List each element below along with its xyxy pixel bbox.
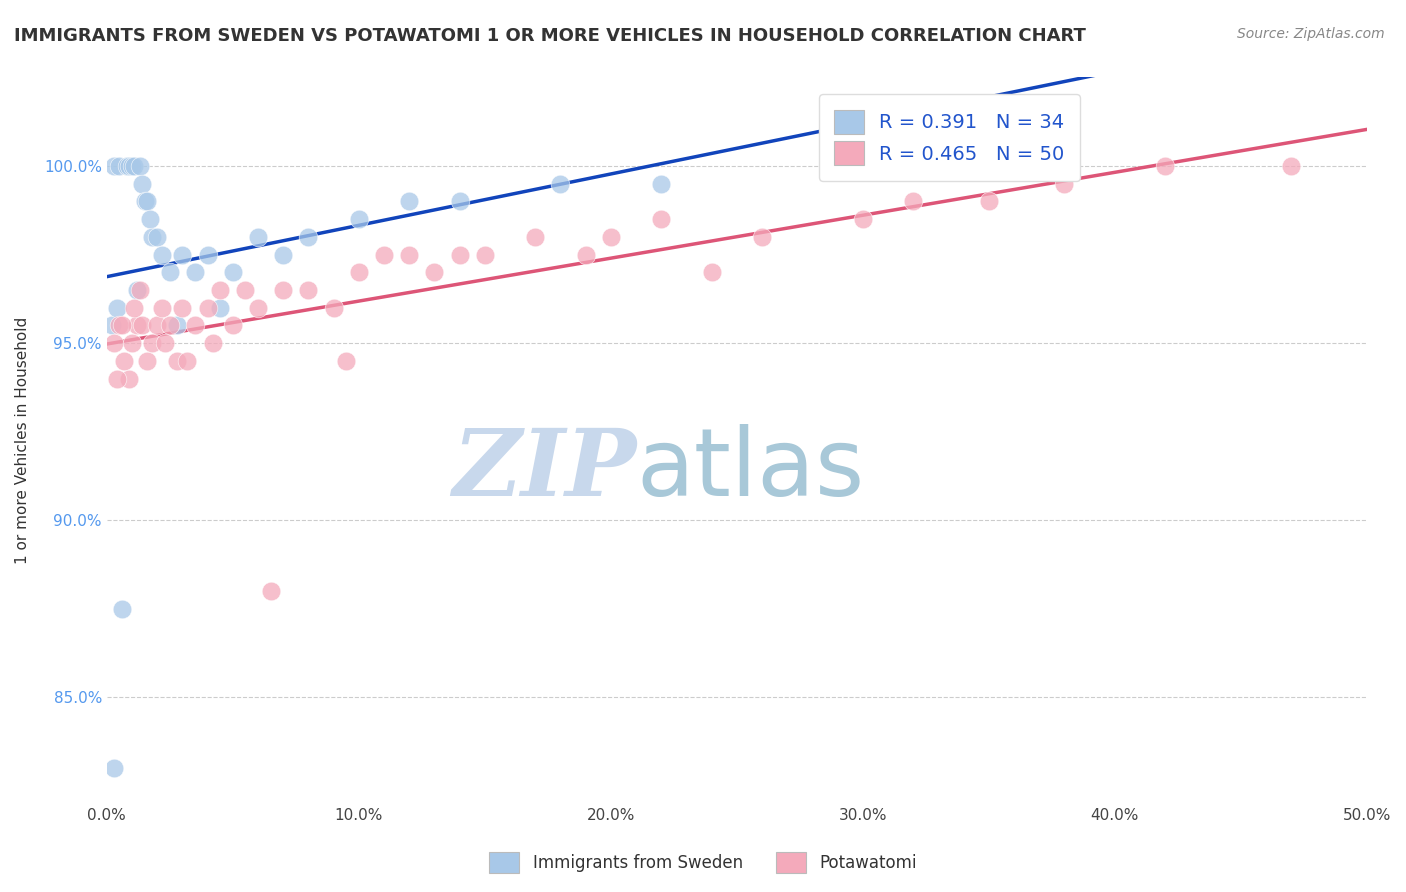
- Point: [209, 301, 232, 315]
- Point: [574, 247, 596, 261]
- Point: [103, 336, 125, 351]
- Point: [141, 230, 163, 244]
- Point: [166, 354, 188, 368]
- Point: [246, 301, 269, 315]
- Point: [101, 318, 124, 333]
- Point: [118, 159, 141, 173]
- Point: [166, 318, 188, 333]
- Legend: R = 0.391   N = 34, R = 0.465   N = 50: R = 0.391 N = 34, R = 0.465 N = 50: [818, 95, 1080, 181]
- Point: [121, 159, 143, 173]
- Point: [347, 265, 370, 279]
- Point: [146, 318, 169, 333]
- Point: [121, 336, 143, 351]
- Point: [159, 265, 181, 279]
- Point: [550, 177, 572, 191]
- Point: [235, 283, 257, 297]
- Point: [423, 265, 446, 279]
- Point: [112, 354, 135, 368]
- Text: ZIP: ZIP: [451, 425, 636, 515]
- Point: [172, 247, 194, 261]
- Point: [184, 265, 207, 279]
- Point: [751, 230, 773, 244]
- Point: [449, 194, 471, 209]
- Point: [131, 177, 153, 191]
- Point: [136, 194, 159, 209]
- Point: [176, 354, 198, 368]
- Point: [1053, 177, 1076, 191]
- Point: [222, 265, 245, 279]
- Point: [246, 230, 269, 244]
- Point: [197, 301, 219, 315]
- Point: [153, 336, 176, 351]
- Point: [125, 283, 148, 297]
- Point: [335, 354, 357, 368]
- Point: [222, 318, 245, 333]
- Point: [150, 247, 173, 261]
- Point: [1154, 159, 1177, 173]
- Point: [201, 336, 224, 351]
- Point: [297, 283, 319, 297]
- Point: [209, 283, 232, 297]
- Point: [124, 159, 146, 173]
- Point: [449, 247, 471, 261]
- Point: [134, 194, 156, 209]
- Point: [141, 336, 163, 351]
- Text: Source: ZipAtlas.com: Source: ZipAtlas.com: [1237, 27, 1385, 41]
- Point: [398, 194, 420, 209]
- Point: [322, 301, 344, 315]
- Text: IMMIGRANTS FROM SWEDEN VS POTAWATOMI 1 OR MORE VEHICLES IN HOUSEHOLD CORRELATION: IMMIGRANTS FROM SWEDEN VS POTAWATOMI 1 O…: [14, 27, 1085, 45]
- Point: [146, 230, 169, 244]
- Point: [131, 318, 153, 333]
- Point: [1279, 159, 1302, 173]
- Point: [111, 318, 134, 333]
- Point: [138, 212, 160, 227]
- Point: [108, 318, 131, 333]
- Point: [271, 283, 294, 297]
- Point: [599, 230, 621, 244]
- Point: [172, 301, 194, 315]
- Y-axis label: 1 or more Vehicles in Household: 1 or more Vehicles in Household: [15, 317, 30, 564]
- Point: [700, 265, 723, 279]
- Legend: Immigrants from Sweden, Potawatomi: Immigrants from Sweden, Potawatomi: [482, 846, 924, 880]
- Point: [124, 301, 146, 315]
- Point: [108, 159, 131, 173]
- Point: [125, 318, 148, 333]
- Point: [259, 584, 281, 599]
- Point: [524, 230, 547, 244]
- Point: [136, 354, 159, 368]
- Point: [977, 194, 1000, 209]
- Point: [373, 247, 395, 261]
- Point: [128, 159, 150, 173]
- Point: [184, 318, 207, 333]
- Point: [197, 247, 219, 261]
- Point: [650, 177, 672, 191]
- Text: atlas: atlas: [636, 424, 865, 516]
- Point: [297, 230, 319, 244]
- Point: [103, 159, 125, 173]
- Point: [271, 247, 294, 261]
- Point: [105, 371, 128, 385]
- Point: [398, 247, 420, 261]
- Point: [111, 602, 134, 616]
- Point: [128, 283, 150, 297]
- Point: [159, 318, 181, 333]
- Point: [347, 212, 370, 227]
- Point: [105, 301, 128, 315]
- Point: [115, 159, 138, 173]
- Point: [474, 247, 496, 261]
- Point: [118, 371, 141, 385]
- Point: [103, 761, 125, 775]
- Point: [901, 194, 924, 209]
- Point: [852, 212, 875, 227]
- Point: [150, 301, 173, 315]
- Point: [650, 212, 672, 227]
